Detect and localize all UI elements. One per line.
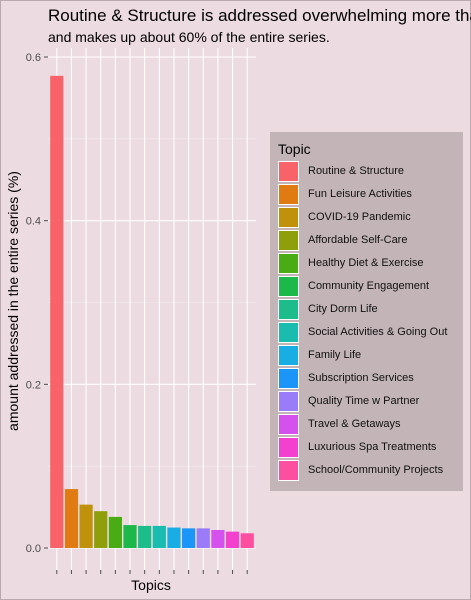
legend-item: Family Life [278, 345, 463, 368]
legend-item: Subscription Services [278, 368, 463, 391]
axes: 0.0 0.2 0.4 0.6 [26, 52, 248, 574]
legend-swatch [278, 276, 299, 297]
bar [79, 504, 93, 548]
legend-label: Subscription Services [308, 372, 414, 384]
legend-swatch [278, 161, 299, 182]
legend-label: Healthy Diet & Exercise [308, 257, 424, 269]
bar [182, 528, 196, 548]
legend-item: Routine & Structure [278, 161, 463, 184]
bar [94, 511, 108, 548]
legend-swatch [278, 391, 299, 412]
y-tick-label: 0.6 [26, 52, 41, 64]
legend-item: Healthy Diet & Exercise [278, 253, 463, 276]
legend-swatch [278, 184, 299, 205]
bar [108, 516, 122, 548]
y-tick-label: 0.0 [26, 543, 41, 555]
legend-label: City Dorm Life [308, 303, 378, 315]
legend-label: Luxurious Spa Treatments [308, 441, 437, 453]
bar [196, 528, 210, 548]
chart-subtitle: and makes up about 60% of the entire ser… [48, 29, 330, 45]
x-axis-label: Topics [131, 577, 171, 593]
legend-swatch [278, 345, 299, 366]
bar [167, 527, 181, 548]
legend-label: Community Engagement [308, 280, 430, 292]
legend-item: Fun Leisure Activities [278, 184, 463, 207]
bar [211, 529, 225, 548]
legend-item: Quality Time w Partner [278, 391, 463, 414]
legend-item: Social Activities & Going Out [278, 322, 463, 345]
legend-label: Routine & Structure [308, 165, 404, 177]
legend-label: Quality Time w Partner [308, 395, 420, 407]
y-tick-label: 0.2 [26, 379, 41, 391]
legend-label: Social Activities & Going Out [308, 326, 448, 338]
bar [64, 489, 79, 548]
grid-lines [48, 48, 256, 570]
chart-title: Routine & Structure is addressed overwhe… [48, 6, 471, 25]
legend-swatch [278, 230, 299, 251]
y-tick-label: 0.4 [26, 216, 41, 228]
legend-swatch [278, 322, 299, 343]
legend-title: Topic [278, 141, 311, 157]
legend-label: Travel & Getaways [308, 418, 401, 430]
legend-item: Affordable Self-Care [278, 230, 463, 253]
legend-item: COVID-19 Pandemic [278, 207, 463, 230]
legend-label: Affordable Self-Care [308, 234, 408, 246]
legend-label: COVID-19 Pandemic [308, 211, 411, 223]
legend-item: School/Community Projects [278, 460, 463, 483]
legend-swatch [278, 460, 299, 481]
bars [50, 75, 254, 549]
bar [225, 531, 240, 548]
bar [138, 525, 152, 548]
legend-item: Travel & Getaways [278, 414, 463, 437]
legend-label: School/Community Projects [308, 464, 444, 476]
legend-swatch [278, 207, 299, 228]
legend-swatch [278, 414, 299, 435]
bar [50, 75, 64, 549]
legend-item: City Dorm Life [278, 299, 463, 322]
legend-item: Luxurious Spa Treatments [278, 437, 463, 460]
bar [240, 533, 254, 548]
legend-swatch [278, 299, 299, 320]
legend-swatch [278, 368, 299, 389]
legend-swatch [278, 253, 299, 274]
legend: Topic Routine & Structure Fun Leisure Act… [270, 132, 463, 491]
y-axis-label: amount addressed in the entire series (%… [5, 171, 21, 431]
legend-item: Community Engagement [278, 276, 463, 299]
legend-swatch [278, 437, 299, 458]
legend-label: Fun Leisure Activities [308, 188, 412, 200]
bar [152, 525, 166, 548]
legend-label: Family Life [308, 349, 362, 361]
bar [123, 525, 137, 548]
